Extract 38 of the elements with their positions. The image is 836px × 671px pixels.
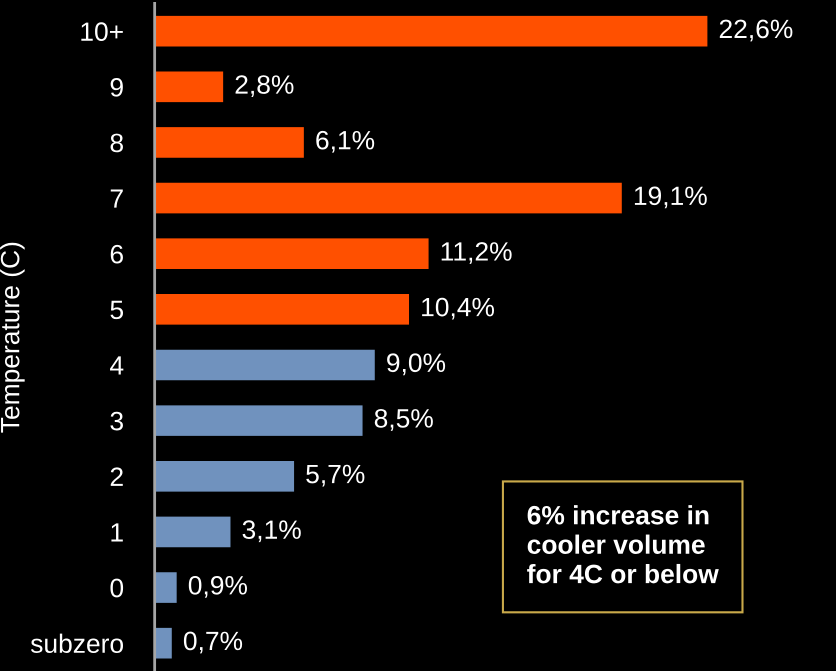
data-label: 11,2% xyxy=(442,242,512,264)
y-tick-label: 4 xyxy=(110,356,124,375)
bar xyxy=(154,72,224,102)
bar xyxy=(154,350,375,380)
bar xyxy=(154,460,294,492)
data-label: 2,8% xyxy=(236,75,294,98)
y-axis-title: Temperature (C) xyxy=(0,242,25,433)
y-tick-label: 9 xyxy=(110,78,123,97)
data-label: 9,0% xyxy=(387,353,446,376)
data-label: 6,1% xyxy=(316,130,374,153)
data-label: 10,4% xyxy=(422,298,494,320)
bar xyxy=(154,405,363,436)
bar xyxy=(154,628,172,658)
y-tick-label: subzero xyxy=(30,634,124,654)
data-label: 3,1% xyxy=(242,520,301,542)
bar xyxy=(154,572,177,603)
y-tick-label: 6 xyxy=(110,244,123,264)
data-label: 5,7% xyxy=(306,464,364,486)
bar xyxy=(154,127,304,158)
y-tick-label: 7 xyxy=(110,189,123,208)
bar xyxy=(154,294,410,325)
y-tick-label: 8 xyxy=(110,134,123,152)
y-tick-label: 0 xyxy=(110,578,124,598)
data-label: 19,1% xyxy=(634,186,707,208)
y-tick-label: 2 xyxy=(110,467,123,486)
y-tick-label: 5 xyxy=(110,300,123,320)
bar xyxy=(154,16,708,46)
annotation: 6% increase in cooler volume for 4C or below xyxy=(527,505,719,584)
data-label: 0,7% xyxy=(184,632,242,654)
data-label: 8,5% xyxy=(374,409,433,431)
data-label: 0,9% xyxy=(188,576,247,598)
y-tick-label: 3 xyxy=(110,412,123,430)
bar xyxy=(154,238,429,270)
bar xyxy=(154,516,230,548)
data-label: 22,6% xyxy=(720,20,792,42)
y-tick-label: 10+ xyxy=(81,22,123,41)
bar xyxy=(154,182,622,214)
y-tick-label: 1 xyxy=(111,523,123,542)
